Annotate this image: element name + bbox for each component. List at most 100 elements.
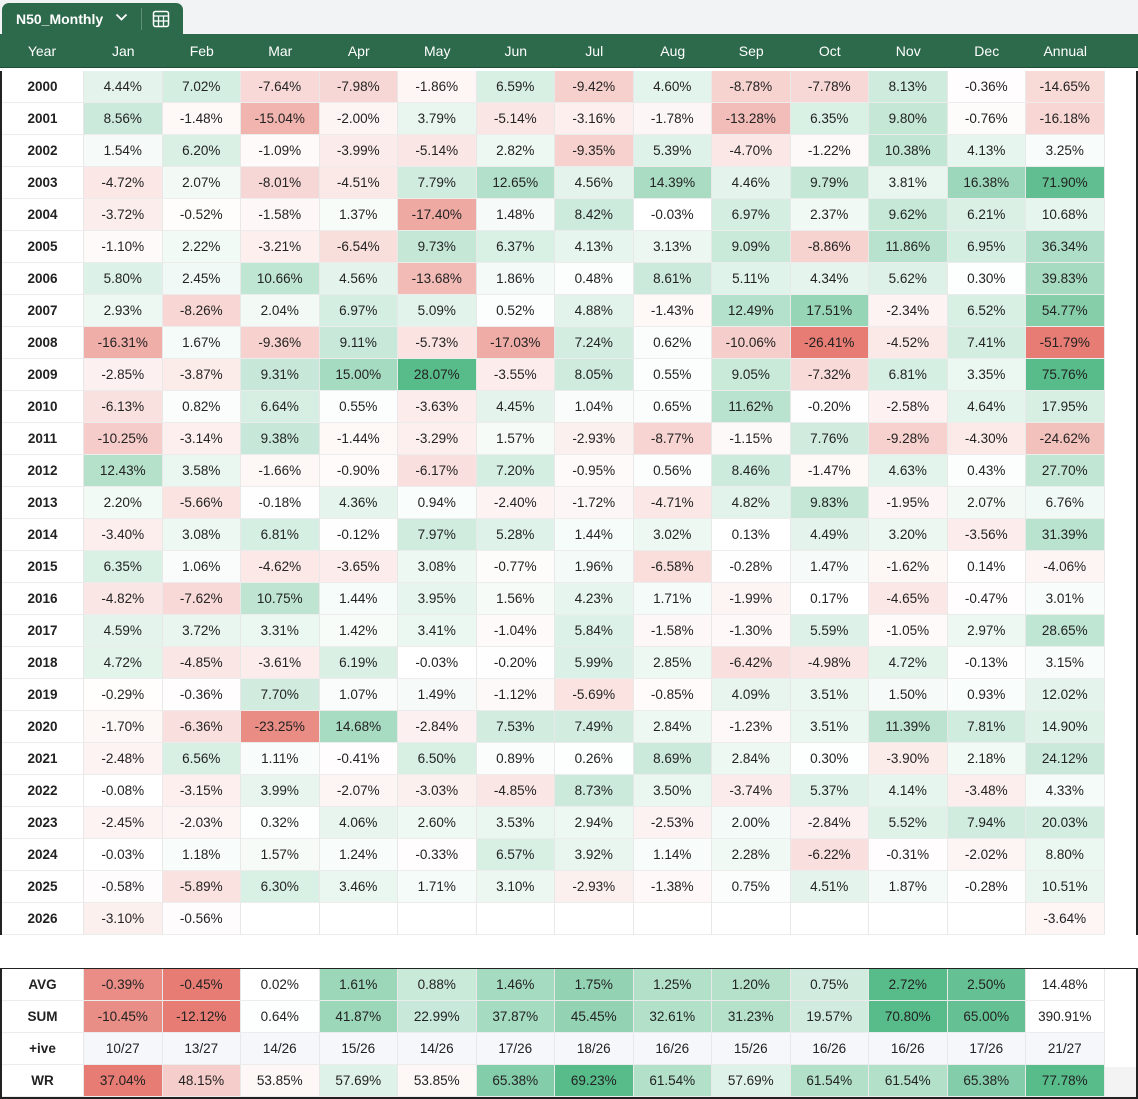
summary-cell[interactable]: 22.99%: [398, 1001, 477, 1033]
return-cell[interactable]: 1.71%: [398, 871, 477, 903]
return-cell[interactable]: [476, 903, 555, 935]
return-cell[interactable]: 16.38%: [947, 167, 1026, 199]
column-header-nov[interactable]: Nov: [895, 42, 921, 59]
return-cell[interactable]: 4.56%: [319, 263, 398, 295]
sheet-tab-name[interactable]: N50_Monthly: [16, 10, 104, 27]
return-cell[interactable]: 0.94%: [398, 487, 477, 519]
return-cell[interactable]: 4.23%: [555, 583, 634, 615]
return-cell[interactable]: 0.62%: [633, 327, 712, 359]
return-cell[interactable]: 3.31%: [241, 615, 320, 647]
return-cell[interactable]: 2.07%: [947, 487, 1026, 519]
return-cell[interactable]: 3.08%: [162, 519, 241, 551]
return-cell[interactable]: 0.55%: [633, 359, 712, 391]
return-cell[interactable]: 9.09%: [712, 231, 791, 263]
return-cell[interactable]: -10.25%: [84, 423, 163, 455]
return-cell[interactable]: -3.29%: [398, 423, 477, 455]
return-cell[interactable]: 28.07%: [398, 359, 477, 391]
return-cell[interactable]: 1.96%: [555, 551, 634, 583]
return-cell[interactable]: 8.42%: [555, 199, 634, 231]
return-cell[interactable]: -3.21%: [241, 231, 320, 263]
return-cell[interactable]: 1.86%: [476, 263, 555, 295]
return-cell[interactable]: 10.68%: [1026, 199, 1105, 231]
summary-cell[interactable]: 17/26: [947, 1033, 1026, 1065]
return-cell[interactable]: 7.94%: [947, 807, 1026, 839]
return-cell[interactable]: 6.35%: [790, 103, 869, 135]
return-cell[interactable]: -3.48%: [947, 775, 1026, 807]
return-cell[interactable]: 54.77%: [1026, 295, 1105, 327]
return-cell[interactable]: 4.44%: [84, 71, 163, 103]
return-cell[interactable]: -1.38%: [633, 871, 712, 903]
return-cell[interactable]: 4.60%: [633, 71, 712, 103]
return-cell[interactable]: -1.44%: [319, 423, 398, 455]
return-cell[interactable]: 5.59%: [790, 615, 869, 647]
return-cell[interactable]: [869, 903, 948, 935]
summary-cell[interactable]: 0.88%: [398, 969, 477, 1001]
return-cell[interactable]: -1.15%: [712, 423, 791, 455]
return-cell[interactable]: 0.32%: [241, 807, 320, 839]
return-cell[interactable]: 3.50%: [633, 775, 712, 807]
return-cell[interactable]: 1.44%: [319, 583, 398, 615]
column-header-year[interactable]: Year: [27, 42, 57, 59]
return-cell[interactable]: -1.70%: [84, 711, 163, 743]
return-cell[interactable]: -7.78%: [790, 71, 869, 103]
return-cell[interactable]: 0.13%: [712, 519, 791, 551]
column-header-jan[interactable]: Jan: [111, 42, 135, 59]
return-cell[interactable]: 2.84%: [712, 743, 791, 775]
return-cell[interactable]: -0.18%: [241, 487, 320, 519]
year-cell[interactable]: 2014: [2, 519, 84, 551]
summary-cell[interactable]: 1.20%: [712, 969, 791, 1001]
return-cell[interactable]: 71.90%: [1026, 167, 1105, 199]
return-cell[interactable]: 10.38%: [869, 135, 948, 167]
year-cell[interactable]: 2008: [2, 327, 84, 359]
summary-cell[interactable]: 1.61%: [319, 969, 398, 1001]
return-cell[interactable]: -2.03%: [162, 807, 241, 839]
return-cell[interactable]: -1.58%: [633, 615, 712, 647]
return-cell[interactable]: -9.28%: [869, 423, 948, 455]
return-cell[interactable]: 4.64%: [947, 391, 1026, 423]
return-cell[interactable]: 2.97%: [947, 615, 1026, 647]
return-cell[interactable]: -2.85%: [84, 359, 163, 391]
column-header-mar[interactable]: Mar: [268, 42, 293, 59]
return-cell[interactable]: 0.89%: [476, 743, 555, 775]
return-cell[interactable]: 9.31%: [241, 359, 320, 391]
summary-cell[interactable]: 69.23%: [555, 1065, 634, 1097]
return-cell[interactable]: -1.23%: [712, 711, 791, 743]
return-cell[interactable]: 3.51%: [790, 711, 869, 743]
summary-cell[interactable]: 390.91%: [1026, 1001, 1105, 1033]
return-cell[interactable]: -4.85%: [476, 775, 555, 807]
year-cell[interactable]: 2020: [2, 711, 84, 743]
return-cell[interactable]: 10.51%: [1026, 871, 1105, 903]
return-cell[interactable]: -3.56%: [947, 519, 1026, 551]
return-cell[interactable]: 1.42%: [319, 615, 398, 647]
return-cell[interactable]: -4.85%: [162, 647, 241, 679]
return-cell[interactable]: 20.03%: [1026, 807, 1105, 839]
return-cell[interactable]: -4.65%: [869, 583, 948, 615]
return-cell[interactable]: 1.67%: [162, 327, 241, 359]
return-cell[interactable]: -8.78%: [712, 71, 791, 103]
return-cell[interactable]: -0.28%: [947, 871, 1026, 903]
return-cell[interactable]: 9.11%: [319, 327, 398, 359]
return-cell[interactable]: -3.55%: [476, 359, 555, 391]
return-cell[interactable]: -1.30%: [712, 615, 791, 647]
return-cell[interactable]: -4.62%: [241, 551, 320, 583]
return-cell[interactable]: -4.51%: [319, 167, 398, 199]
summary-cell[interactable]: -10.45%: [84, 1001, 163, 1033]
return-cell[interactable]: -13.28%: [712, 103, 791, 135]
return-cell[interactable]: 6.81%: [241, 519, 320, 551]
return-cell[interactable]: 75.76%: [1026, 359, 1105, 391]
return-cell[interactable]: -8.86%: [790, 231, 869, 263]
return-cell[interactable]: 1.57%: [241, 839, 320, 871]
return-cell[interactable]: -0.08%: [84, 775, 163, 807]
summary-cell[interactable]: 10/27: [84, 1033, 163, 1065]
return-cell[interactable]: 9.62%: [869, 199, 948, 231]
return-cell[interactable]: 3.95%: [398, 583, 477, 615]
return-cell[interactable]: -7.32%: [790, 359, 869, 391]
return-cell[interactable]: -1.48%: [162, 103, 241, 135]
return-cell[interactable]: 4.56%: [555, 167, 634, 199]
return-cell[interactable]: 0.65%: [633, 391, 712, 423]
return-cell[interactable]: 0.56%: [633, 455, 712, 487]
return-cell[interactable]: 3.35%: [947, 359, 1026, 391]
return-cell[interactable]: 4.72%: [84, 647, 163, 679]
return-cell[interactable]: 6.50%: [398, 743, 477, 775]
return-cell[interactable]: -9.35%: [555, 135, 634, 167]
